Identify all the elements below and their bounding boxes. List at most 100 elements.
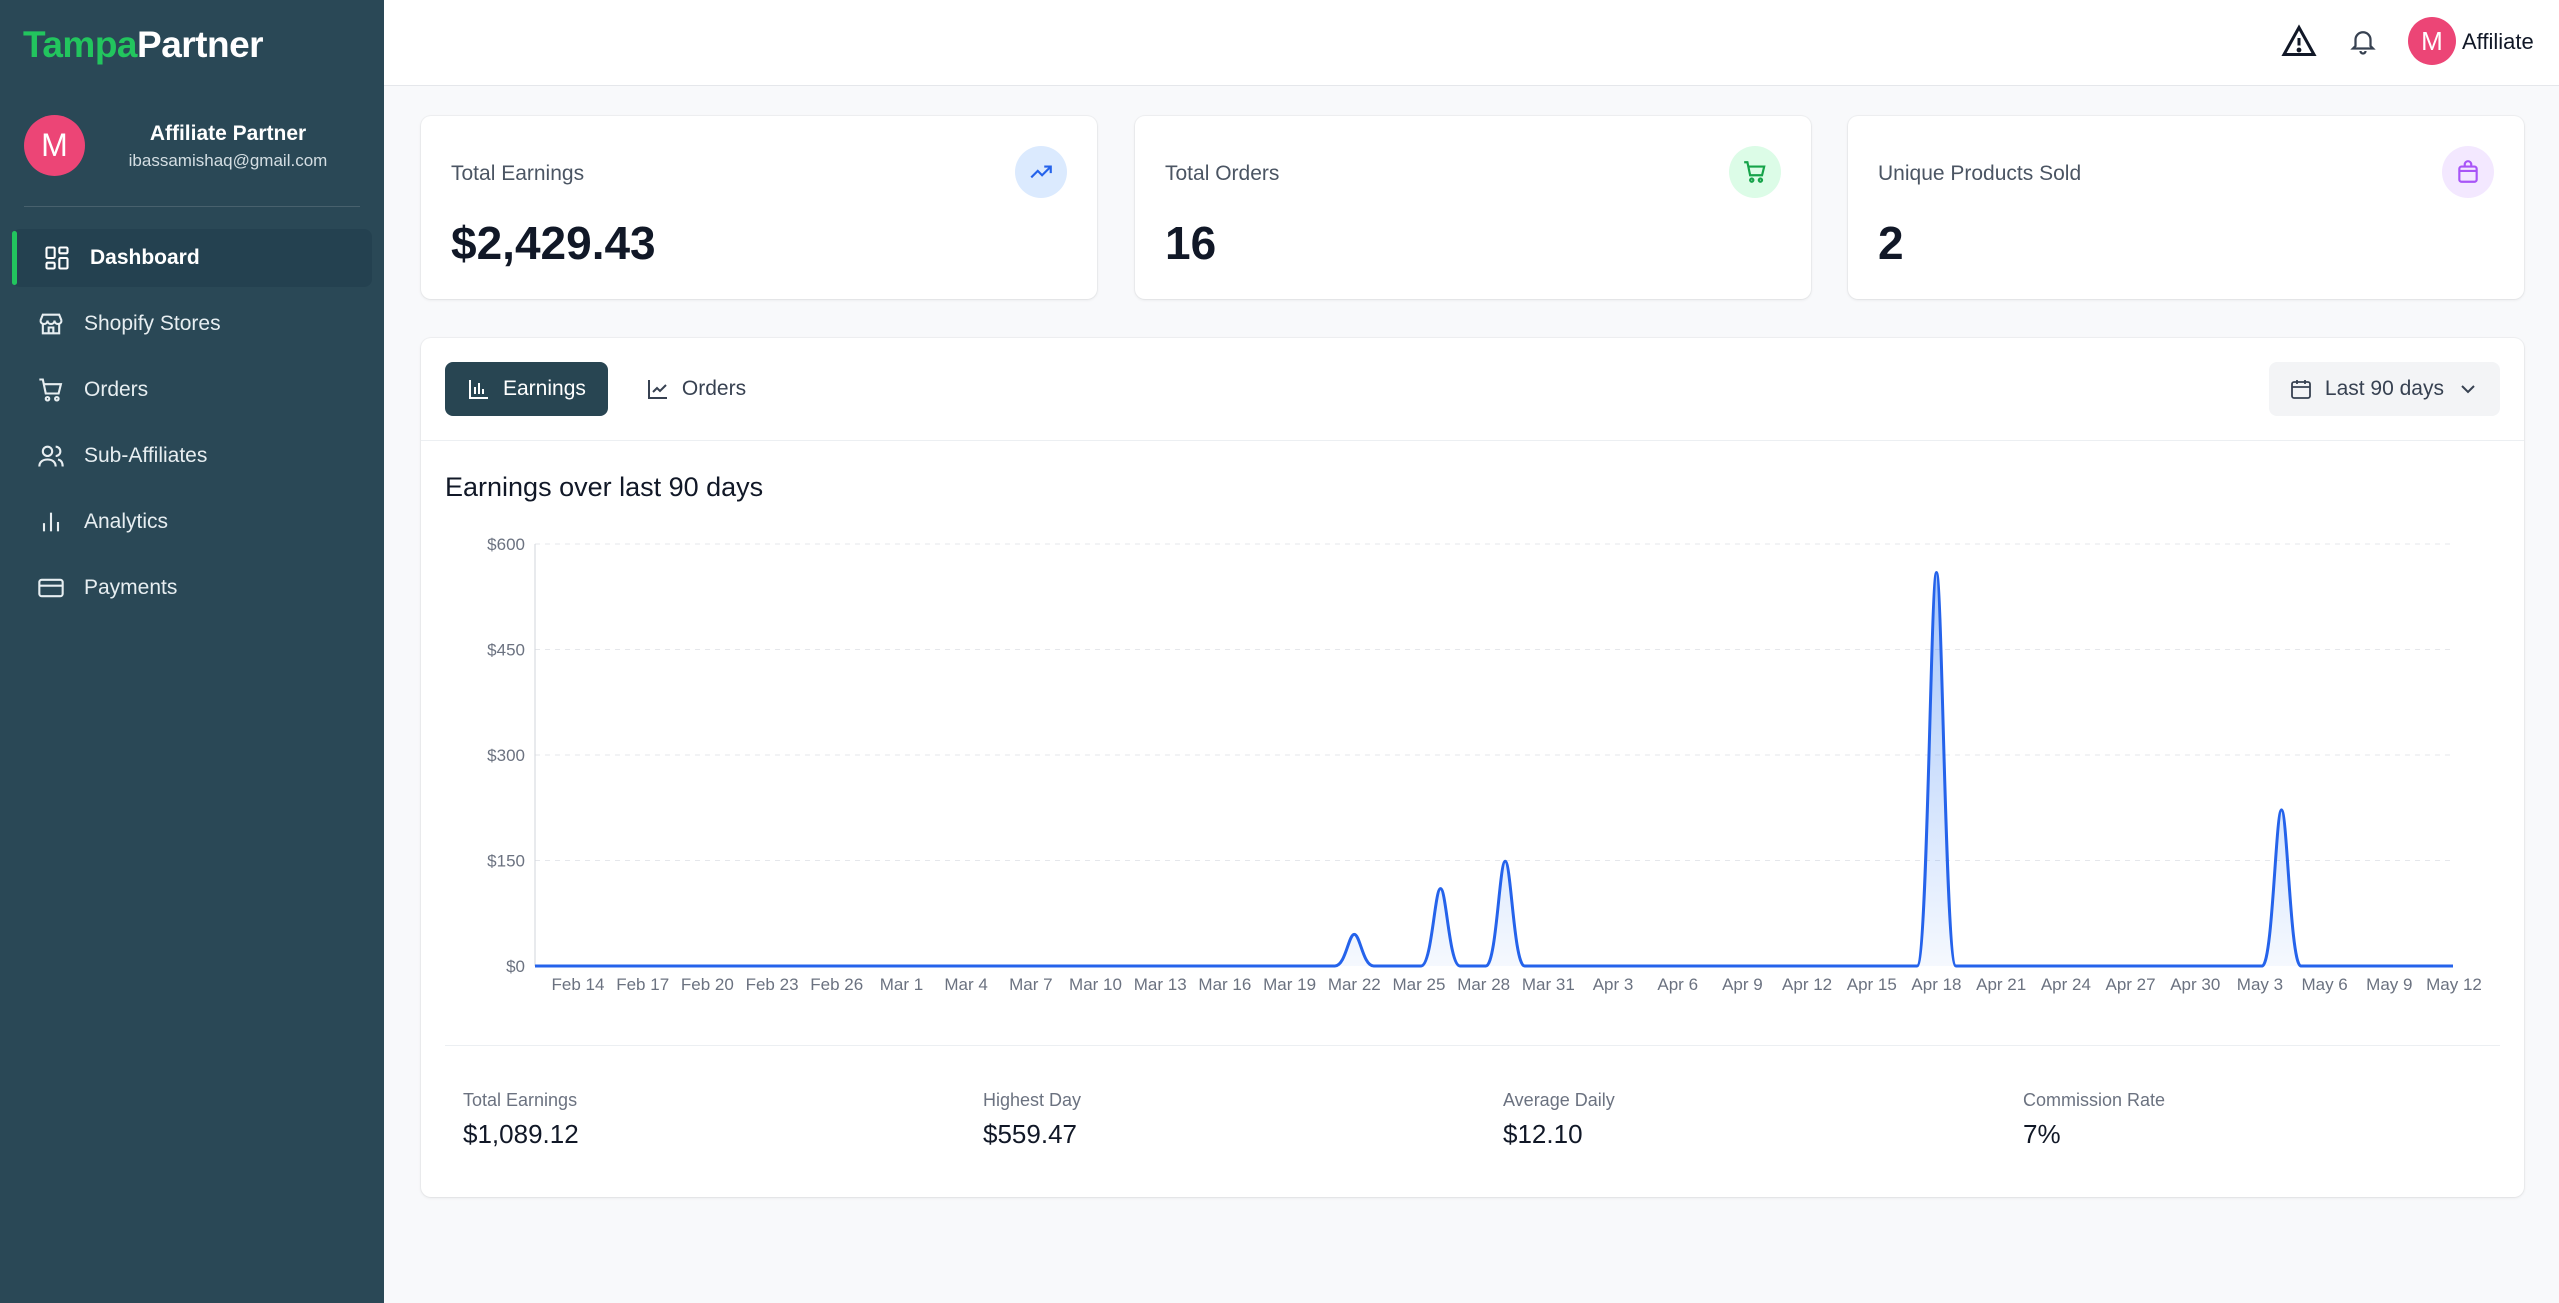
store-icon — [36, 309, 66, 339]
earnings-area — [535, 572, 2453, 966]
profile-email: ibassamishaq@gmail.com — [128, 151, 328, 170]
bar-chart-icon — [36, 507, 66, 537]
x-tick-label: May 3 — [2237, 975, 2283, 994]
sidebar-item-payments[interactable]: Payments — [12, 559, 372, 617]
users-icon — [36, 441, 66, 471]
stat-value: $2,429.43 — [451, 217, 656, 269]
x-tick-label: Feb 14 — [552, 975, 605, 994]
x-tick-label: Apr 24 — [2041, 975, 2091, 994]
x-tick-label: May 6 — [2301, 975, 2347, 994]
brand-part-2: Partner — [137, 24, 264, 65]
x-tick-label: Mar 25 — [1393, 975, 1446, 994]
summary-value: $1,089.12 — [463, 1119, 579, 1149]
trending-up-icon — [1015, 146, 1067, 198]
chevron-down-icon — [2461, 385, 2475, 394]
tab-orders[interactable]: Orders — [624, 362, 768, 416]
summary-value: $559.47 — [983, 1119, 1077, 1149]
tab-label: Orders — [681, 377, 747, 400]
summary-commission-rate: Commission Rate 7% — [2023, 1090, 2165, 1150]
summary-average-daily: Average Daily $12.10 — [1503, 1090, 1615, 1150]
x-tick-label: Apr 6 — [1657, 975, 1698, 994]
earnings-line — [535, 571, 2453, 968]
stat-value: 16 — [1165, 217, 1217, 269]
sidebar-item-label: Analytics — [84, 510, 169, 533]
x-tick-label: Mar 7 — [1009, 975, 1052, 994]
y-tick-label: $0 — [506, 957, 525, 976]
user-role-label[interactable]: Affiliate — [2462, 29, 2534, 54]
summary-highest-day: Highest Day $559.47 — [983, 1090, 1081, 1150]
x-tick-label: Mar 1 — [880, 975, 923, 994]
x-tick-label: Mar 28 — [1457, 975, 1510, 994]
x-tick-label: Feb 26 — [810, 975, 863, 994]
x-tick-label: Mar 31 — [1522, 975, 1575, 994]
sidebar-item-label: Payments — [84, 576, 178, 599]
sidebar-item-orders[interactable]: Orders — [12, 361, 372, 419]
dashboard-icon — [42, 243, 72, 273]
sidebar-nav: Dashboard Shopify Stores Orders Sub-Affi… — [12, 229, 372, 625]
sidebar-item-label: Dashboard — [90, 246, 200, 269]
x-tick-label: Apr 9 — [1722, 975, 1763, 994]
x-tick-label: Feb 23 — [746, 975, 799, 994]
credit-card-icon — [36, 573, 66, 603]
stat-value: 2 — [1878, 217, 1904, 269]
divider — [445, 1045, 2500, 1046]
x-tick-label: Mar 13 — [1134, 975, 1187, 994]
line-chart-icon — [647, 380, 667, 399]
stat-label: Total Orders — [1165, 162, 1280, 185]
bar-chart-icon — [469, 380, 488, 399]
chart-tabs: Earnings Orders — [445, 362, 784, 416]
earnings-panel: Earnings Orders Last 90 days Earnings ov… — [421, 338, 2524, 1197]
x-tick-label: Mar 19 — [1263, 975, 1316, 994]
x-tick-label: May 12 — [2426, 975, 2482, 994]
brand-logo[interactable]: TampaPartner — [23, 24, 264, 66]
x-tick-label: Apr 27 — [2106, 975, 2156, 994]
x-tick-label: Mar 10 — [1069, 975, 1122, 994]
sidebar: TampaPartner M Affiliate Partner ibassam… — [0, 0, 384, 1303]
x-tick-label: Mar 4 — [944, 975, 987, 994]
summary-total-earnings: Total Earnings $1,089.12 — [463, 1090, 579, 1150]
sidebar-item-label: Orders — [84, 378, 149, 401]
y-tick-label: $150 — [487, 852, 525, 871]
sidebar-item-label: Sub-Affiliates — [84, 444, 208, 467]
cart-icon — [36, 375, 66, 405]
stat-card-unique-products: Unique Products Sold 2 — [1848, 116, 2524, 299]
tab-label: Earnings — [503, 377, 586, 400]
summary-value: $12.10 — [1503, 1119, 1583, 1149]
tab-earnings[interactable]: Earnings — [445, 362, 608, 416]
stat-label: Total Earnings — [451, 162, 585, 185]
alert-triangle-icon[interactable] — [2280, 22, 2318, 60]
stat-card-total-earnings: Total Earnings $2,429.43 — [421, 116, 1097, 299]
stat-card-total-orders: Total Orders 16 — [1135, 116, 1811, 299]
date-range-label: Last 90 days — [2324, 377, 2444, 400]
calendar-icon — [2291, 380, 2311, 399]
sidebar-item-dashboard[interactable]: Dashboard — [12, 229, 372, 287]
y-tick-label: $300 — [487, 746, 525, 765]
earnings-chart: $0 $150 $300 $450 $600 Feb 14 Feb 17 Feb 20 Feb … — [487, 535, 2482, 994]
summary-label: Total Earnings — [463, 1090, 578, 1110]
x-tick-label: Feb 17 — [616, 975, 669, 994]
x-tick-label: Apr 18 — [1911, 975, 1961, 994]
y-tick-label: $450 — [487, 641, 525, 660]
summary-label: Commission Rate — [2023, 1090, 2166, 1110]
sidebar-item-label: Shopify Stores — [84, 312, 221, 335]
sidebar-item-sub-affiliates[interactable]: Sub-Affiliates — [12, 427, 372, 485]
sidebar-item-analytics[interactable]: Analytics — [12, 493, 372, 551]
y-tick-label: $600 — [487, 535, 525, 554]
x-tick-label: Apr 15 — [1847, 975, 1897, 994]
x-tick-label: Apr 21 — [1976, 975, 2026, 994]
summary-label: Average Daily — [1503, 1090, 1615, 1110]
chart-title: Earnings over last 90 days — [445, 472, 764, 502]
avatar: M — [24, 115, 85, 176]
summary-label: Highest Day — [983, 1090, 1082, 1110]
profile-name: Affiliate Partner — [149, 122, 307, 145]
brand-part-1: Tampa — [23, 24, 138, 65]
x-tick-label: Apr 30 — [2170, 975, 2220, 994]
divider — [421, 440, 2524, 441]
shopping-bag-icon — [2442, 146, 2494, 198]
date-range-select[interactable]: Last 90 days — [2268, 362, 2500, 416]
cart-icon — [1729, 146, 1781, 198]
sidebar-item-shopify-stores[interactable]: Shopify Stores — [12, 295, 372, 353]
user-avatar-button[interactable]: M — [2408, 17, 2456, 65]
x-tick-label: May 9 — [2366, 975, 2412, 994]
bell-icon[interactable] — [2344, 22, 2382, 60]
